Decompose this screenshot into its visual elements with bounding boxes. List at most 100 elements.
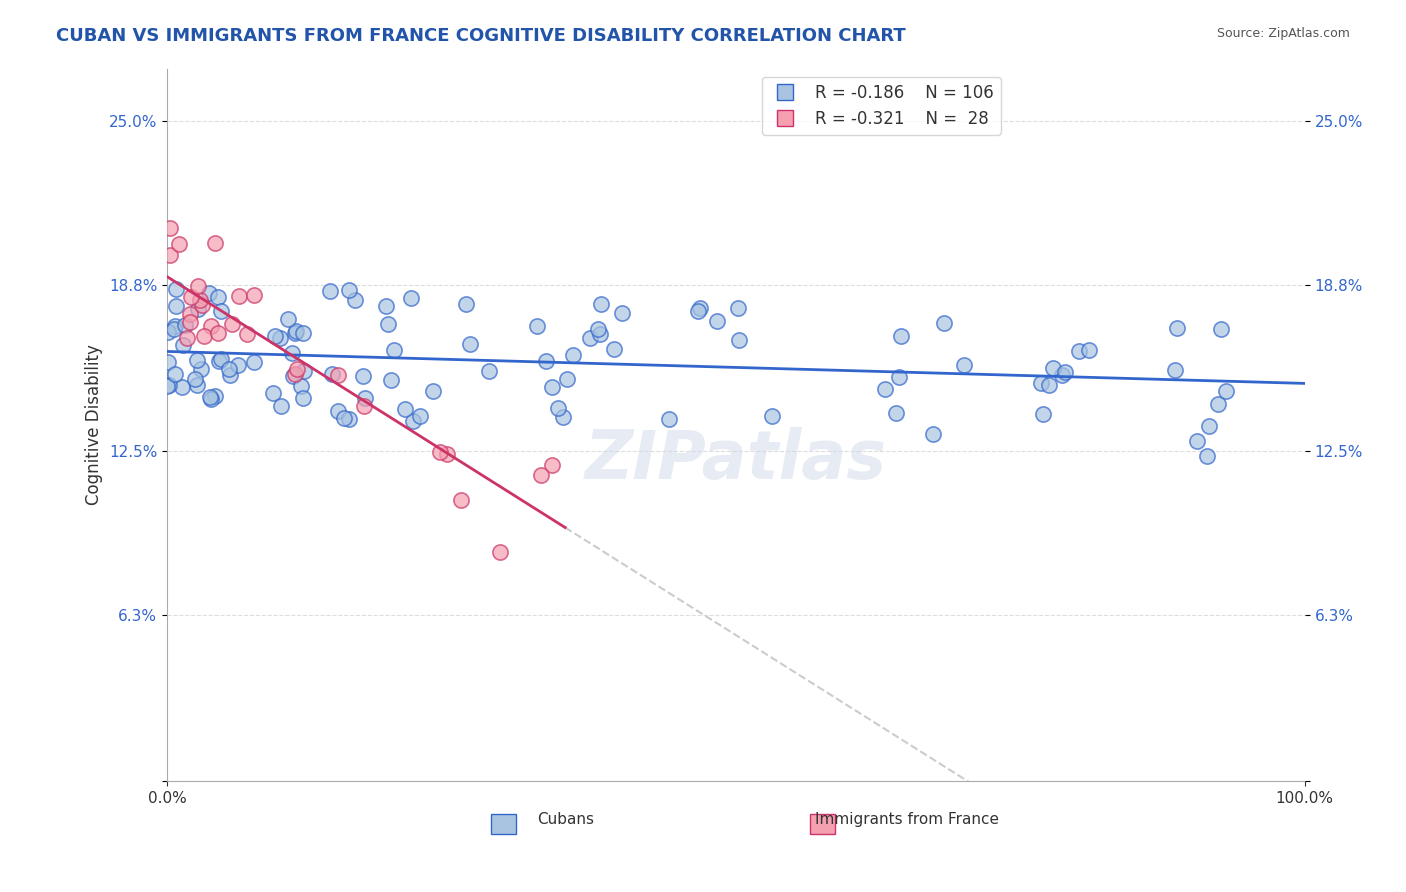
Point: [1164, 363, 1187, 377]
Point: [242, 288, 264, 302]
Point: [343, 293, 366, 307]
Point: [281, 345, 304, 359]
Point: [761, 409, 783, 423]
Point: [1215, 384, 1237, 398]
Point: [159, 248, 181, 262]
Point: [953, 359, 976, 373]
Point: [321, 367, 343, 381]
Point: [382, 343, 405, 358]
Point: [228, 289, 250, 303]
Point: [579, 331, 602, 345]
Y-axis label: Cognitive Disability: Cognitive Disability: [86, 344, 103, 505]
Point: [163, 367, 186, 381]
Point: [728, 333, 751, 347]
Text: CUBAN VS IMMIGRANTS FROM FRANCE COGNITIVE DISABILITY CORRELATION CHART: CUBAN VS IMMIGRANTS FROM FRANCE COGNITIV…: [56, 27, 905, 45]
Point: [399, 291, 422, 305]
Point: [422, 384, 444, 399]
Text: Cubans: Cubans: [537, 812, 593, 827]
Point: [586, 322, 609, 336]
Point: [541, 458, 564, 472]
Point: [337, 412, 360, 426]
Point: [884, 405, 907, 419]
Point: [1166, 321, 1188, 335]
Point: [408, 409, 430, 424]
Point: [589, 326, 612, 341]
Point: [157, 378, 180, 392]
Point: [394, 401, 416, 416]
Point: [159, 221, 181, 235]
Point: [193, 329, 215, 343]
Point: [207, 326, 229, 340]
Point: [450, 493, 472, 508]
Point: [292, 326, 315, 341]
Point: [353, 399, 375, 413]
Point: [1077, 343, 1099, 357]
Point: [165, 282, 187, 296]
Point: [172, 338, 194, 352]
Point: [352, 369, 374, 384]
Point: [551, 410, 574, 425]
Point: [218, 368, 240, 382]
Point: [291, 391, 314, 405]
Point: [243, 355, 266, 369]
Point: [207, 290, 229, 304]
Point: [290, 379, 312, 393]
Legend: R = -0.186    N = 106, R = -0.321    N =  28: R = -0.186 N = 106, R = -0.321 N = 28: [762, 77, 1001, 135]
Point: [186, 352, 208, 367]
Point: [198, 286, 221, 301]
Point: [932, 316, 955, 330]
Point: [534, 353, 557, 368]
Point: [204, 389, 226, 403]
Point: [689, 301, 711, 315]
Point: [1195, 450, 1218, 464]
Point: [541, 380, 564, 394]
Point: [162, 322, 184, 336]
Point: [875, 382, 897, 396]
Point: [180, 290, 202, 304]
Point: [187, 279, 209, 293]
Point: [200, 390, 222, 404]
Point: [686, 304, 709, 318]
Point: [889, 369, 911, 384]
Point: [658, 412, 681, 426]
Point: [167, 237, 190, 252]
Point: [156, 379, 179, 393]
Point: [284, 326, 307, 340]
Point: [190, 362, 212, 376]
Point: [1054, 365, 1077, 379]
Point: [209, 304, 232, 318]
Point: [264, 328, 287, 343]
Point: [183, 372, 205, 386]
Point: [292, 364, 315, 378]
Point: [221, 317, 243, 331]
Point: [1029, 376, 1052, 391]
Point: [1206, 397, 1229, 411]
Point: [489, 544, 512, 558]
Point: [591, 297, 613, 311]
Point: [284, 368, 307, 382]
Point: [375, 300, 398, 314]
Point: [478, 364, 501, 378]
Point: [191, 298, 214, 312]
Point: [454, 297, 477, 311]
Text: Immigrants from France: Immigrants from France: [814, 812, 998, 827]
Point: [377, 317, 399, 331]
Point: [1032, 408, 1054, 422]
Point: [562, 347, 585, 361]
Point: [328, 403, 350, 417]
Bar: [491, 814, 516, 834]
Point: [208, 353, 231, 368]
Point: [200, 392, 222, 406]
Point: [170, 379, 193, 393]
Point: [200, 318, 222, 333]
Point: [285, 362, 308, 376]
Point: [526, 319, 548, 334]
Point: [285, 324, 308, 338]
Point: [218, 362, 240, 376]
Point: [610, 306, 633, 320]
Point: [530, 468, 553, 483]
Point: [179, 315, 201, 329]
Point: [179, 307, 201, 321]
Point: [186, 378, 208, 392]
Point: [337, 283, 360, 297]
